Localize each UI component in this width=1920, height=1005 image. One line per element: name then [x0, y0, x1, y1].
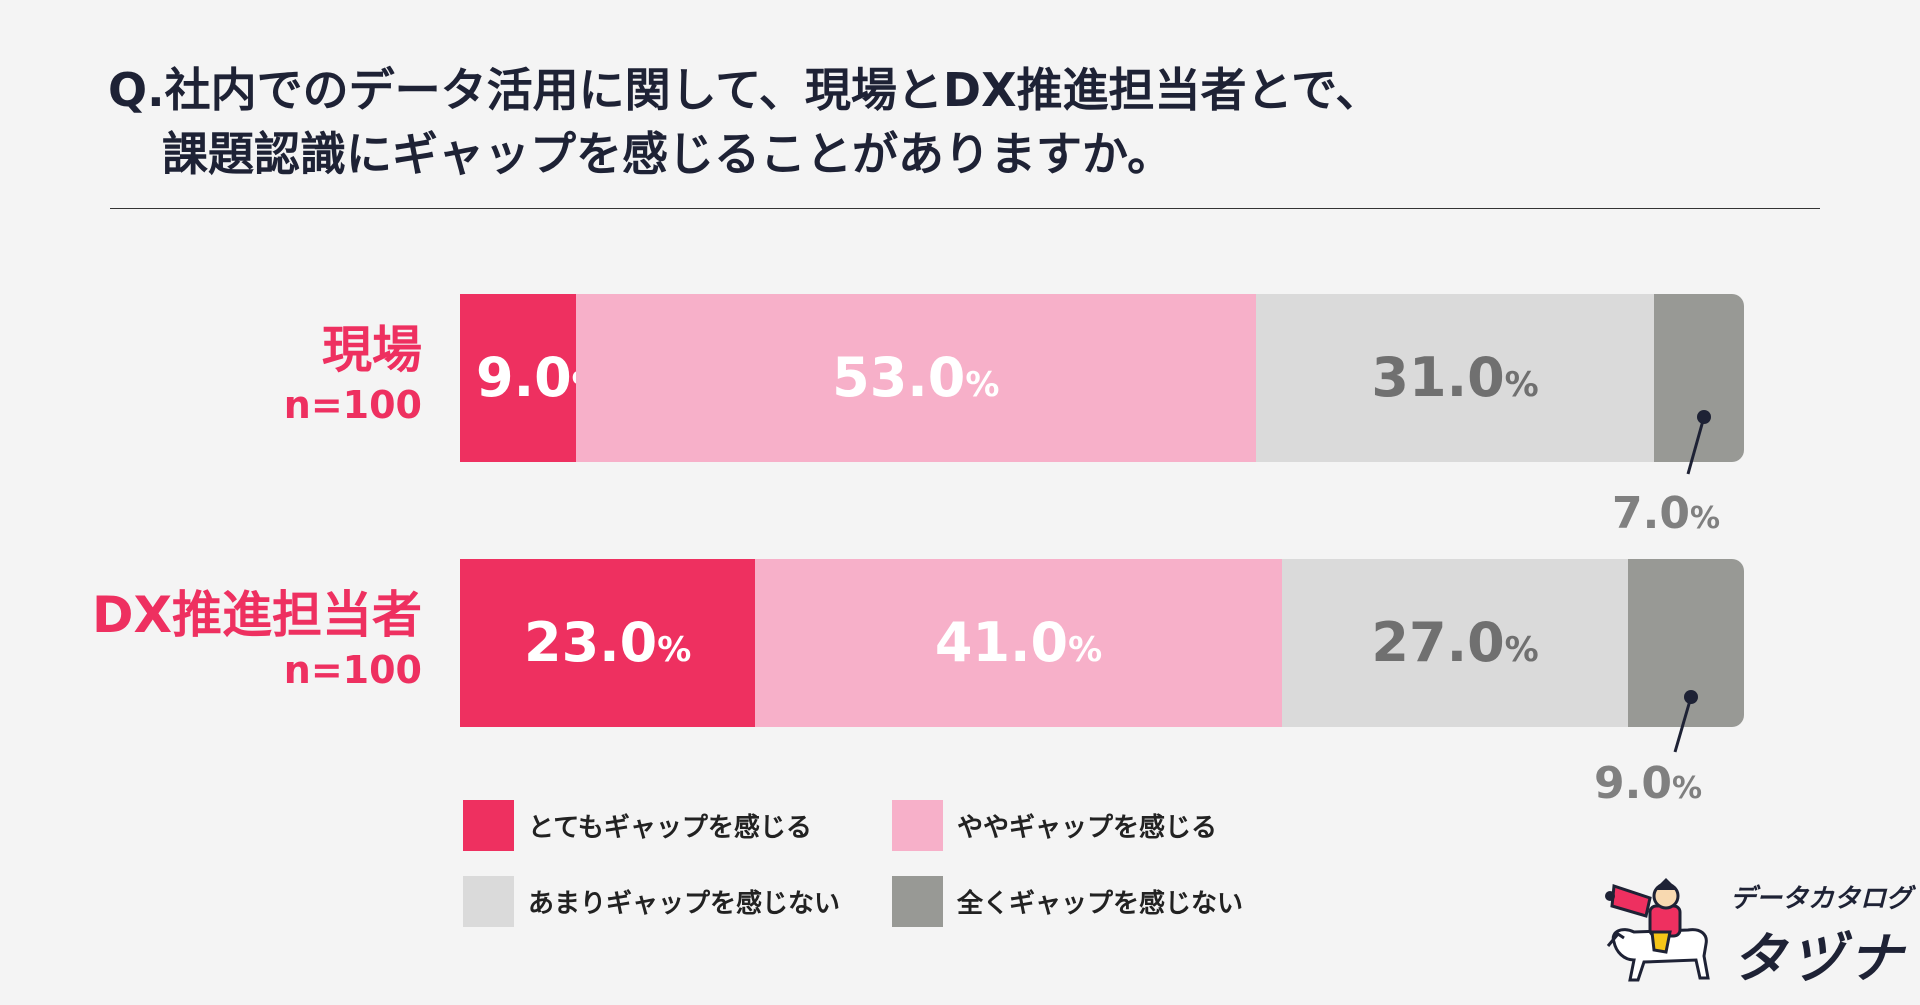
brand-logo: タヅナ [1732, 927, 1906, 990]
legend-label: あまりギャップを感じない [528, 889, 841, 919]
legend-item: ややギャップを感じる [892, 800, 1217, 851]
bar-segment: 53.0% [575, 294, 1257, 462]
legend-swatch [892, 800, 943, 851]
legend-label: ややギャップを感じる [957, 813, 1218, 843]
row-category: DX推進担当者 [91, 586, 422, 644]
row-category: 現場 [322, 321, 422, 379]
data-label: 53.0% [832, 346, 1000, 409]
bar-segment: 23.0% [460, 559, 756, 727]
legend-label: 全くギャップを感じない [957, 889, 1244, 919]
row-label-dx: DX推進担当者 n=100 [92, 585, 422, 695]
bar-segment [1628, 559, 1744, 727]
data-label: 41.0% [934, 611, 1103, 674]
mascot-rider-icon [1605, 878, 1710, 982]
title-line-2: 課題認識にギャップを感じることがありますか。 [162, 127, 1174, 181]
bar-segment: 31.0% [1256, 294, 1655, 462]
bar-segment: 9.0% [460, 294, 606, 462]
legend-swatch [892, 876, 943, 927]
brand-subtitle: データカタログ [1730, 884, 1913, 914]
title-divider [110, 208, 1820, 209]
chart-title: Q.社内でのデータ活用に関して、現場とDX推進担当者とで、 課題認識にギャップを… [108, 58, 1381, 186]
title-line-1: Q.社内でのデータ活用に関して、現場とDX推進担当者とで、 [108, 63, 1382, 117]
row-sample-size: n=100 [283, 648, 422, 692]
data-label: 23.0% [524, 611, 692, 674]
data-label-outside: 7.0% [1612, 488, 1721, 539]
row-sample-size: n=100 [283, 383, 422, 427]
row-label-genba: 現場 n=100 [284, 320, 422, 430]
data-label: 31.0% [1371, 346, 1539, 409]
data-label-outside: 9.0% [1594, 758, 1703, 809]
legend-label: とてもギャップを感じる [528, 813, 812, 843]
bar-segment: 27.0% [1281, 559, 1629, 727]
bar-segment [1654, 294, 1744, 462]
legend-item: あまりギャップを感じない [463, 876, 840, 927]
bar-row-genba: 9.0% 53.0% 31.0% [460, 294, 1744, 462]
legend-swatch [463, 876, 514, 927]
data-label: 27.0% [1371, 611, 1539, 674]
legend-item: とてもギャップを感じる [463, 800, 812, 851]
bar-segment: 41.0% [755, 559, 1282, 727]
legend-item: 全くギャップを感じない [892, 876, 1243, 927]
legend-swatch [463, 800, 514, 851]
bar-row-dx: 23.0% 41.0% 27.0% [460, 559, 1744, 727]
